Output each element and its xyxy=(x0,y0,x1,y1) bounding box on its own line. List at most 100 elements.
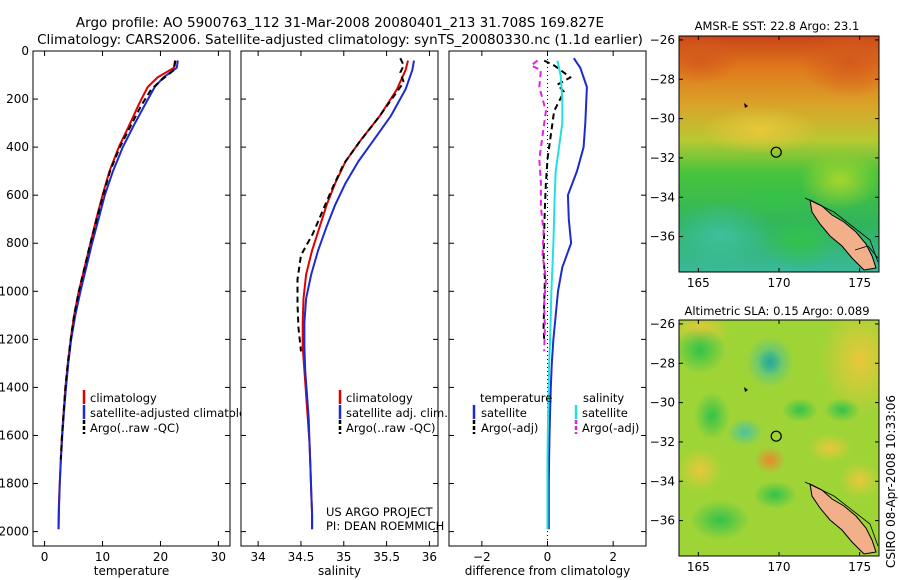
legend-label-argo: Argo(..raw -QC) xyxy=(346,421,436,435)
legend-header-salinity: salinity xyxy=(583,391,624,405)
salinity-x-axis: 34 34.5 35 35.5 36 xyxy=(250,51,437,564)
legend-label-temp-argo: Argo(-adj) xyxy=(481,421,538,435)
coastline-contour xyxy=(804,481,879,547)
difference-y-axis xyxy=(449,50,646,533)
y-tick-label: 1000 xyxy=(0,284,29,298)
y-tick-label: 1200 xyxy=(0,332,29,346)
temperature-y-axis: 0 200 400 600 800 1000 1200 1400 1600 1800 2000 xyxy=(0,44,230,539)
x-tick-label: 175 xyxy=(848,276,871,290)
x-tick-label: 165 xyxy=(687,276,710,290)
salinity-y-axis xyxy=(241,50,438,533)
y-tick-label: −34 xyxy=(650,190,675,204)
y-tick-label: −28 xyxy=(650,356,675,370)
new-zealand-landmass xyxy=(809,199,877,271)
difference-lines xyxy=(530,57,588,530)
y-tick-label: 200 xyxy=(6,92,29,106)
y-tick-label: 1800 xyxy=(0,477,29,491)
sla-map-axes: 165 170 175 −26 −28 −30 −32 −34 −36 xyxy=(650,317,879,574)
salinity-lines xyxy=(296,57,415,530)
y-tick-label: 400 xyxy=(6,140,29,154)
sla-field xyxy=(679,320,879,556)
y-tick-label: −26 xyxy=(650,317,675,331)
coastline-contour xyxy=(804,197,879,263)
side-timestamp-label: CSIRO 08-Apr-2008 10:33:06 xyxy=(884,395,898,568)
series-line-satellite-adj-clim xyxy=(303,60,415,530)
legend-label-satellite-adjusted: satellite-adjusted climatology xyxy=(90,406,260,420)
temperature-plot-frame xyxy=(32,50,231,547)
x-tick-label: 34.5 xyxy=(288,550,315,564)
series-line-satellite-adjusted-climatology xyxy=(57,60,179,530)
sla-map-panel: Altimetric SLA: 0.15 Argo: 0.089 165 170 1… xyxy=(650,304,880,574)
legend-label-satellite-adj: satellite adj. clim. xyxy=(346,406,448,420)
series-line-temperature-argo-adj xyxy=(542,59,572,340)
y-tick-label: 600 xyxy=(6,188,29,202)
temperature-xlabel: temperature xyxy=(94,564,169,578)
y-tick-label: 800 xyxy=(6,236,29,250)
salinity-xlabel: salinity xyxy=(318,564,361,578)
x-tick-label: 20 xyxy=(153,550,168,564)
argo-float-marker xyxy=(770,146,782,158)
coastline-contour xyxy=(854,245,879,259)
legend-label-temp-satellite: satellite xyxy=(481,406,527,420)
y-tick-label: 1600 xyxy=(0,428,29,442)
sst-map-axes: 165 170 175 −26 −28 −30 −32 −34 −36 xyxy=(650,33,879,290)
sla-map-title: Altimetric SLA: 0.15 Argo: 0.089 xyxy=(684,304,869,318)
y-tick-label: 2000 xyxy=(0,525,29,539)
temperature-legend: climatology satellite-adjusted climatolo… xyxy=(82,390,260,435)
x-tick-label: 165 xyxy=(687,560,710,574)
y-tick-label: −32 xyxy=(650,151,675,165)
y-tick-label: 0 xyxy=(21,44,29,58)
x-tick-label: 30 xyxy=(211,550,226,564)
legend-label-argo: Argo(..raw -QC) xyxy=(90,421,180,435)
temperature-x-axis: 0 10 20 30 xyxy=(41,51,226,564)
legend-label-sal-argo: Argo(-adj) xyxy=(582,421,639,435)
sst-map-panel: AMSR-E SST: 22.8 Argo: 23.1 165 170 175 −26… xyxy=(650,19,880,290)
x-tick-label: 0 xyxy=(544,550,552,564)
series-line-temperature-satellite xyxy=(547,57,588,530)
island-mark xyxy=(744,387,748,392)
x-tick-label: 170 xyxy=(768,560,791,574)
series-line-salinity-satellite xyxy=(546,60,564,530)
y-tick-label: −36 xyxy=(650,230,675,244)
salinity-profile-panel: 34 34.5 35 35.5 36 salinity climatology sate… xyxy=(240,50,448,578)
x-tick-label: 35 xyxy=(336,550,351,564)
x-tick-label: 35.5 xyxy=(373,550,400,564)
legend-header-temperature: temperature xyxy=(480,391,552,405)
series-line-argo-raw-qc xyxy=(59,60,177,460)
y-tick-label: −30 xyxy=(650,396,675,410)
series-line-salinity-argo-adj xyxy=(530,59,547,352)
new-zealand-landmass xyxy=(809,483,877,555)
salinity-legend: climatology satellite adj. clim. Argo(..… xyxy=(338,390,448,435)
x-tick-label: 34 xyxy=(250,550,265,564)
difference-x-axis: −2 0 2 xyxy=(473,51,617,564)
x-tick-label: 175 xyxy=(848,560,871,574)
x-tick-label: 170 xyxy=(768,276,791,290)
difference-xlabel: difference from climatology xyxy=(465,564,631,578)
sst-field xyxy=(679,36,879,272)
legend-label-sal-satellite: satellite xyxy=(582,406,628,420)
difference-profile-panel: −2 0 2 difference from climatology tempera… xyxy=(448,50,647,578)
legend-label-climatology: climatology xyxy=(346,391,413,405)
x-tick-label: 2 xyxy=(609,550,617,564)
credit-line-1: US ARGO PROJECT xyxy=(326,505,434,519)
y-tick-label: −30 xyxy=(650,112,675,126)
title-line-2: Climatology: CARS2006. Satellite-adjuste… xyxy=(37,32,643,48)
temperature-profile-panel: 0 200 400 600 800 1000 1200 1400 1600 1800 2000 0 1… xyxy=(0,44,260,578)
y-tick-label: −34 xyxy=(650,474,675,488)
credit-line-2: PI: DEAN ROEMMICH xyxy=(326,519,444,533)
difference-legend: temperature salinity satellite Argo(-adj… xyxy=(472,391,639,435)
legend-label-climatology: climatology xyxy=(90,391,157,405)
x-tick-label: 10 xyxy=(95,550,110,564)
x-tick-label: 36 xyxy=(422,550,437,564)
y-tick-label: −32 xyxy=(650,435,675,449)
series-line-argo-raw-qc xyxy=(296,57,405,352)
y-tick-label: −28 xyxy=(650,72,675,86)
y-tick-label: −36 xyxy=(650,514,675,528)
y-tick-label: 1400 xyxy=(0,380,29,394)
sst-map-title: AMSR-E SST: 22.8 Argo: 23.1 xyxy=(695,19,860,33)
island-mark xyxy=(744,103,748,108)
x-tick-label: −2 xyxy=(473,550,491,564)
x-tick-label: 0 xyxy=(41,550,49,564)
argo-float-marker xyxy=(770,430,782,442)
